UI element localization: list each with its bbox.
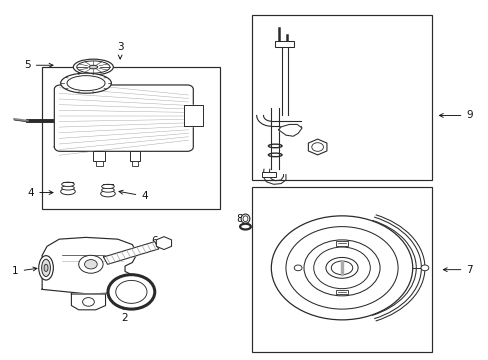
Ellipse shape bbox=[77, 61, 110, 73]
Polygon shape bbox=[42, 237, 137, 294]
Polygon shape bbox=[183, 105, 203, 126]
Ellipse shape bbox=[61, 186, 74, 190]
Text: 1: 1 bbox=[12, 266, 37, 276]
Ellipse shape bbox=[330, 261, 352, 275]
Circle shape bbox=[313, 247, 369, 289]
Ellipse shape bbox=[61, 182, 74, 186]
Bar bbox=[130, 150, 140, 161]
Circle shape bbox=[311, 143, 323, 151]
Ellipse shape bbox=[325, 257, 357, 278]
Text: 6: 6 bbox=[149, 236, 157, 249]
Text: 8: 8 bbox=[236, 215, 245, 230]
Text: 9: 9 bbox=[439, 111, 472, 121]
Circle shape bbox=[304, 240, 379, 296]
Ellipse shape bbox=[243, 216, 247, 222]
Bar bbox=[274, 41, 294, 46]
Polygon shape bbox=[71, 294, 105, 310]
Bar bbox=[42, 67, 220, 209]
Text: 2: 2 bbox=[122, 306, 128, 323]
Ellipse shape bbox=[89, 65, 98, 69]
Bar bbox=[335, 241, 347, 246]
Circle shape bbox=[116, 280, 147, 303]
Ellipse shape bbox=[240, 224, 250, 229]
Bar bbox=[132, 161, 138, 166]
Bar bbox=[261, 172, 276, 177]
Ellipse shape bbox=[39, 256, 53, 280]
Text: 4: 4 bbox=[119, 190, 147, 201]
Polygon shape bbox=[156, 237, 171, 249]
Text: 5: 5 bbox=[24, 60, 53, 70]
Circle shape bbox=[294, 265, 302, 271]
Ellipse shape bbox=[102, 188, 114, 192]
Circle shape bbox=[271, 216, 412, 320]
Text: 7: 7 bbox=[443, 265, 472, 275]
Polygon shape bbox=[54, 85, 193, 151]
Text: 4: 4 bbox=[27, 188, 53, 198]
Circle shape bbox=[420, 265, 428, 271]
Text: 3: 3 bbox=[117, 42, 123, 59]
Ellipse shape bbox=[241, 214, 249, 224]
Circle shape bbox=[108, 275, 155, 309]
Circle shape bbox=[82, 298, 94, 306]
Ellipse shape bbox=[101, 190, 115, 197]
Ellipse shape bbox=[61, 188, 75, 195]
Ellipse shape bbox=[61, 73, 111, 93]
Bar bbox=[93, 150, 105, 161]
Ellipse shape bbox=[41, 259, 50, 276]
Bar bbox=[96, 161, 102, 166]
Polygon shape bbox=[340, 261, 343, 275]
Circle shape bbox=[79, 255, 103, 273]
Ellipse shape bbox=[44, 264, 48, 271]
Bar bbox=[251, 187, 431, 352]
Polygon shape bbox=[103, 242, 159, 264]
Ellipse shape bbox=[67, 76, 105, 91]
Bar bbox=[335, 290, 347, 294]
Polygon shape bbox=[278, 125, 302, 136]
Circle shape bbox=[285, 226, 397, 309]
Ellipse shape bbox=[102, 184, 114, 189]
Circle shape bbox=[84, 260, 97, 269]
Ellipse shape bbox=[73, 59, 113, 75]
Bar bbox=[251, 15, 431, 180]
Polygon shape bbox=[308, 139, 326, 155]
